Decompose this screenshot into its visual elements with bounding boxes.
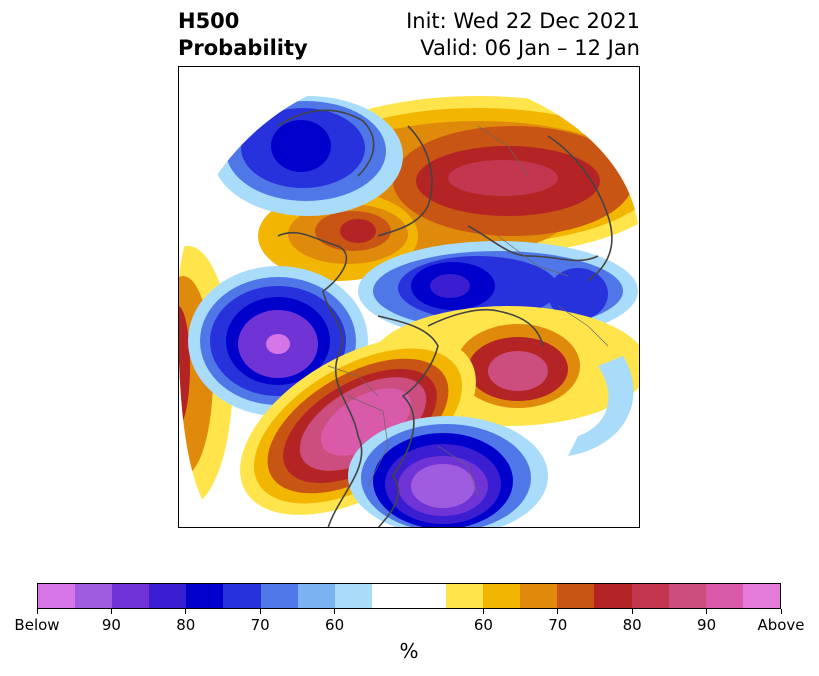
colorbar-tick-label: 80 <box>176 616 196 634</box>
colorbar-tick-label: Above <box>757 616 805 634</box>
colorbar-segment <box>594 584 632 608</box>
colorbar-segment <box>483 584 521 608</box>
colorbar-segment <box>149 584 187 608</box>
colorbar-tick-label: 90 <box>697 616 717 634</box>
scandinavia-high <box>393 126 633 236</box>
colorbar-unit-label: % <box>399 639 419 663</box>
colorbar-segment <box>446 584 484 608</box>
colorbar-tick <box>482 609 484 614</box>
colorbar-segment <box>520 584 558 608</box>
colorbar-segment <box>668 584 706 608</box>
colorbar-tick-label: Below <box>14 616 60 634</box>
colorbar-segment <box>408 584 447 608</box>
colorbar-segment <box>297 584 335 608</box>
colorbar-tick-label: 90 <box>101 616 121 634</box>
colorbar-tick <box>631 609 633 614</box>
colorbar-tick <box>706 609 708 614</box>
colorbar-segment <box>705 584 743 608</box>
colorbar-tick <box>36 609 38 614</box>
colorbar-segment <box>742 584 780 608</box>
colorbar-segment <box>631 584 669 608</box>
eastern-us-low <box>348 416 548 528</box>
colorbar-tick <box>110 609 112 614</box>
colorbar-tick-label: 70 <box>250 616 270 634</box>
colorbar-tick-label: 60 <box>325 616 345 634</box>
colorbar-tick-label: 70 <box>548 616 568 634</box>
colorbar-tick <box>557 609 559 614</box>
colorbar-tick <box>259 609 261 614</box>
colorbar-segment <box>260 584 298 608</box>
colorbar-segment <box>38 584 76 608</box>
colorbar-segment <box>75 584 113 608</box>
colorbar-tick <box>334 609 336 614</box>
title-product: Probability <box>178 36 308 60</box>
borders <box>327 125 609 497</box>
colorbar-tick-label: 80 <box>622 616 642 634</box>
colorbar-segment <box>112 584 150 608</box>
colorbar-segment <box>223 584 261 608</box>
title-variable: H500 <box>178 9 240 33</box>
colorbar-tick <box>185 609 187 614</box>
init-date: Init: Wed 22 Dec 2021 <box>406 9 640 33</box>
colorbar-segment <box>186 584 224 608</box>
colorbar-segment <box>334 584 372 608</box>
map-title-left: H500 Probability <box>178 8 308 62</box>
valid-range: Valid: 06 Jan – 12 Jan <box>420 36 640 60</box>
colorbar-segment <box>557 584 595 608</box>
colorbar <box>37 583 781 609</box>
coastlines <box>277 109 613 528</box>
colorbar-tick-label: 60 <box>473 616 493 634</box>
map-title-right: Init: Wed 22 Dec 2021 Valid: 06 Jan – 12… <box>406 8 640 62</box>
colorbar-tick <box>780 609 782 614</box>
map-svg <box>178 66 640 528</box>
colorbar-segment <box>371 584 409 608</box>
probability-map <box>178 66 640 528</box>
map-frame <box>178 66 640 528</box>
western-us-high <box>240 337 476 515</box>
atlantic-low-fringe <box>568 356 634 456</box>
